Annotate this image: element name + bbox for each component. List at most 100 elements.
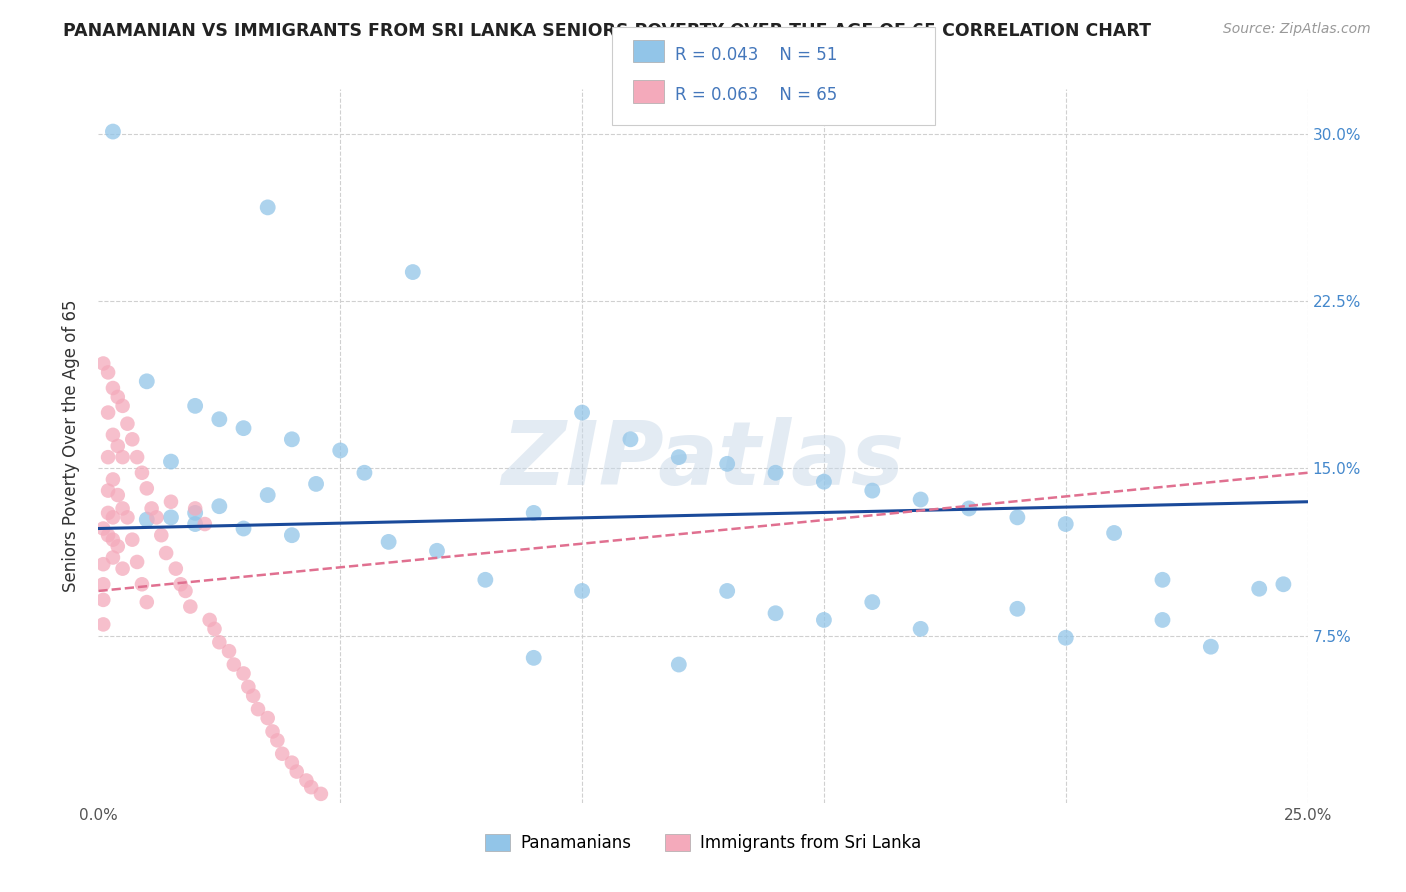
Point	[242, 689, 264, 703]
Point	[813, 613, 835, 627]
Point	[281, 432, 304, 446]
Point	[474, 573, 496, 587]
Point	[285, 764, 308, 779]
Point	[184, 516, 207, 531]
Point	[107, 439, 129, 453]
Point	[184, 399, 207, 413]
Point	[117, 417, 139, 431]
Point	[765, 466, 787, 480]
Point	[377, 534, 399, 549]
Text: ZIPatlas: ZIPatlas	[502, 417, 904, 504]
Point	[160, 494, 183, 508]
Point	[353, 466, 375, 480]
Point	[232, 421, 254, 435]
Point	[910, 622, 932, 636]
Point	[329, 443, 352, 458]
Point	[402, 265, 425, 279]
Point	[117, 510, 139, 524]
Point	[295, 773, 318, 788]
Point	[716, 583, 738, 598]
Point	[111, 562, 134, 576]
Point	[218, 644, 240, 658]
Point	[160, 454, 183, 469]
Point	[127, 450, 149, 464]
Point	[247, 702, 270, 716]
Point	[256, 200, 278, 214]
Point	[1007, 602, 1029, 616]
Point	[198, 613, 221, 627]
Point	[101, 381, 124, 395]
Text: R = 0.043    N = 51: R = 0.043 N = 51	[675, 46, 837, 64]
Point	[97, 366, 120, 380]
Point	[860, 483, 883, 498]
Point	[150, 528, 173, 542]
Point	[668, 657, 690, 672]
Point	[121, 432, 143, 446]
Point	[131, 466, 153, 480]
Point	[135, 482, 157, 496]
Point	[765, 607, 787, 621]
Point	[238, 680, 260, 694]
Point	[204, 622, 226, 636]
Point	[523, 506, 546, 520]
Point	[135, 512, 157, 526]
Point	[1007, 510, 1029, 524]
Point	[155, 546, 177, 560]
Point	[174, 583, 197, 598]
Point	[107, 539, 129, 553]
Point	[91, 592, 114, 607]
Point	[97, 405, 120, 419]
Point	[107, 488, 129, 502]
Point	[309, 787, 332, 801]
Point	[101, 550, 124, 565]
Text: R = 0.063    N = 65: R = 0.063 N = 65	[675, 87, 837, 104]
Point	[101, 427, 124, 442]
Point	[91, 617, 114, 632]
Point	[135, 374, 157, 388]
Point	[127, 555, 149, 569]
Point	[1249, 582, 1271, 596]
Point	[145, 510, 167, 524]
Point	[262, 724, 284, 739]
Point	[101, 510, 124, 524]
Point	[571, 583, 593, 598]
Point	[111, 501, 134, 516]
Text: Source: ZipAtlas.com: Source: ZipAtlas.com	[1223, 22, 1371, 37]
Point	[91, 356, 114, 370]
Point	[179, 599, 201, 614]
Point	[184, 506, 207, 520]
Point	[1152, 613, 1174, 627]
Point	[97, 483, 120, 498]
Point	[91, 577, 114, 591]
Legend: Panamanians, Immigrants from Sri Lanka: Panamanians, Immigrants from Sri Lanka	[478, 827, 928, 859]
Point	[266, 733, 288, 747]
Point	[169, 577, 191, 591]
Point	[91, 521, 114, 535]
Point	[1199, 640, 1222, 654]
Point	[1272, 577, 1295, 591]
Point	[281, 528, 304, 542]
Point	[1054, 516, 1077, 531]
Point	[101, 473, 124, 487]
Point	[426, 543, 449, 558]
Point	[111, 399, 134, 413]
Point	[232, 521, 254, 535]
Point	[1102, 525, 1125, 540]
Point	[91, 557, 114, 572]
Point	[299, 780, 322, 795]
Point	[716, 457, 738, 471]
Point	[305, 476, 328, 491]
Point	[571, 405, 593, 419]
Point	[101, 533, 124, 547]
Point	[111, 450, 134, 464]
Point	[208, 635, 231, 649]
Point	[1054, 631, 1077, 645]
Point	[957, 501, 980, 516]
Point	[271, 747, 294, 761]
Point	[165, 562, 187, 576]
Point	[619, 432, 641, 446]
Point	[208, 412, 231, 426]
Y-axis label: Seniors Poverty Over the Age of 65: Seniors Poverty Over the Age of 65	[62, 300, 80, 592]
Point	[131, 577, 153, 591]
Point	[232, 666, 254, 681]
